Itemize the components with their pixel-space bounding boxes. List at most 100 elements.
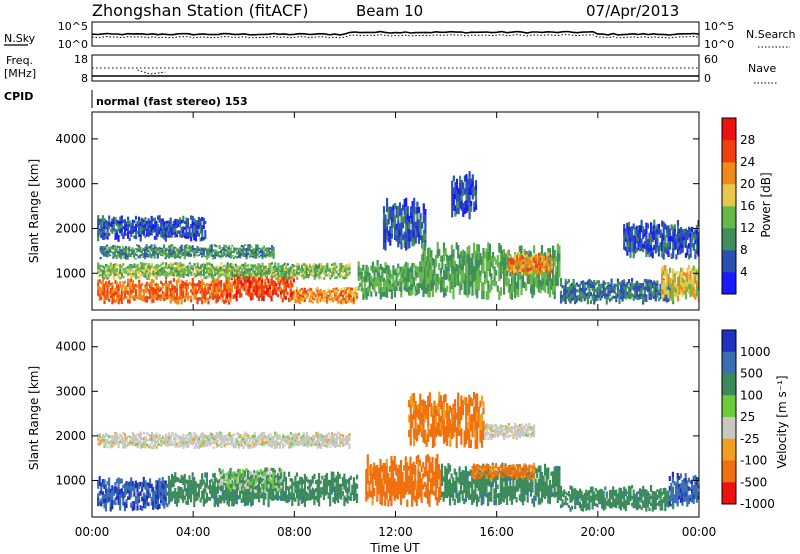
velocity-cell [133, 492, 136, 497]
power-cell [232, 249, 236, 252]
power-cell [119, 294, 122, 298]
power-cell [403, 281, 406, 286]
power-cell [115, 246, 118, 249]
power-cell [635, 230, 638, 235]
power-cell [175, 255, 178, 258]
power-cell [180, 234, 183, 238]
power-cell [400, 287, 403, 293]
power-cell [215, 272, 218, 275]
power-cell [392, 265, 395, 270]
power-cell [212, 289, 215, 293]
power-cell [653, 289, 656, 293]
power-cell [152, 275, 155, 278]
power-cell [683, 279, 686, 284]
power-cell [460, 283, 463, 291]
velocity-cell [149, 493, 152, 498]
power-cell [237, 286, 240, 291]
power-cell [452, 282, 455, 291]
velocity-cell [183, 478, 186, 483]
power-cell [109, 266, 112, 270]
power-cell [108, 274, 111, 277]
power-cell [425, 277, 428, 283]
power-cell [139, 230, 142, 234]
power-cell [687, 289, 691, 294]
power-cell [673, 228, 676, 233]
power-cell [116, 288, 119, 292]
power-cell [405, 266, 408, 272]
power-cell [185, 224, 188, 229]
power-cell [139, 246, 142, 249]
power-cell [409, 272, 412, 279]
power-cell [245, 270, 248, 273]
power-cell [503, 264, 506, 272]
power-cell [635, 296, 638, 300]
velocity-cell [186, 484, 189, 489]
power-cell [138, 233, 141, 237]
power-cell [242, 245, 245, 248]
velocity-cell [245, 479, 248, 484]
power-cell [484, 278, 487, 285]
power-cell [177, 276, 180, 279]
power-cell [193, 285, 196, 289]
power-cell [424, 215, 427, 222]
power-cell [351, 287, 354, 291]
power-cell [599, 294, 602, 298]
power-cell [654, 286, 657, 291]
power-cell [182, 233, 185, 237]
power-cell [460, 264, 463, 271]
power-cell [656, 289, 659, 293]
power-cell [152, 266, 155, 269]
power-cell [128, 272, 131, 275]
power-cell [237, 274, 240, 277]
power-cell [646, 283, 649, 287]
power-cell [323, 268, 326, 272]
power-cell [319, 271, 323, 274]
power-cell [373, 276, 376, 282]
power-cell [474, 250, 477, 259]
power-cell [386, 226, 389, 234]
power-cell [139, 250, 142, 253]
power-cell [147, 246, 150, 249]
power-cell [209, 295, 212, 299]
power-cell [111, 293, 114, 297]
power-cell [283, 262, 286, 266]
power-cell [161, 267, 165, 270]
power-cell [524, 271, 527, 276]
power-cell [637, 288, 640, 292]
power-cell [454, 187, 457, 194]
power-cell [229, 273, 232, 276]
power-cell [255, 276, 258, 279]
power-cell [160, 273, 163, 276]
power-cell [171, 226, 174, 230]
power-cell [136, 284, 139, 289]
power-cell [672, 290, 675, 297]
power-cell [214, 269, 217, 272]
power-cell [174, 267, 177, 270]
velocity-cell [246, 489, 250, 496]
power-cell [253, 275, 256, 279]
power-cell [297, 296, 300, 299]
power-cell [331, 272, 334, 275]
power-cell [470, 206, 473, 212]
power-cell [210, 280, 213, 284]
power-cell [135, 267, 138, 270]
power-cell [634, 295, 637, 299]
power-cell [533, 268, 536, 271]
power-cell [267, 252, 270, 254]
power-cell [234, 276, 237, 280]
power-cell [259, 289, 262, 294]
power-cell [307, 266, 310, 269]
power-cell [468, 286, 471, 295]
velocity-cell [104, 498, 108, 503]
power-cell [178, 256, 182, 259]
velocity-cell [109, 493, 112, 498]
power-cell [670, 283, 673, 290]
power-cell [256, 280, 259, 285]
power-cell [240, 271, 244, 274]
power-cell [692, 286, 695, 293]
power-cell [101, 278, 104, 283]
power-cell [536, 272, 539, 278]
power-cell [498, 262, 501, 272]
power-cell [670, 295, 673, 302]
velocity-cell [153, 503, 156, 509]
